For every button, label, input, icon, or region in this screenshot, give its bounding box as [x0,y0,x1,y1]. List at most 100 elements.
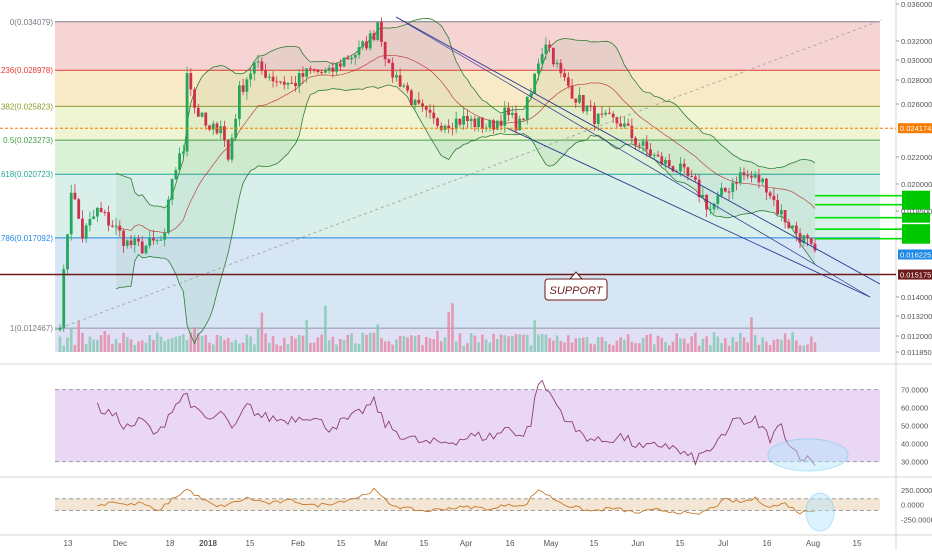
price-axis[interactable]: 0.036000 0.032000 0.030000 0.028000 0.026000… [896,0,932,524]
candle-body [320,71,324,73]
resistance-flag-badge[interactable] [902,233,930,244]
rsi-tick-label: 70.0000 [901,386,928,395]
candle-body [559,62,563,74]
resistance-flag-badge[interactable] [902,212,930,223]
candle-body [701,194,705,197]
candle-body [230,137,234,160]
cci-line [97,487,816,515]
time-tick-label: 2018 [199,539,217,548]
volume-bar [451,303,454,352]
candle-body [155,239,159,241]
candle-body [615,117,619,124]
candle-body [813,243,817,251]
volume-bar [428,338,432,352]
volume-bar [746,342,750,352]
candle-body [746,175,750,177]
volume-bar [507,336,510,352]
downtrend-channel-mid[interactable] [395,16,871,298]
candle-body [357,47,361,55]
candle-body [436,118,439,126]
price-badge[interactable] [898,123,932,134]
annotations[interactable]: SUPPORT [544,271,608,301]
volume-bar [312,342,316,352]
candle-body [656,154,660,157]
volume-bar [540,334,544,352]
volume-bar [578,338,581,352]
volume-bar [103,330,107,352]
rsi-highlight-ellipse[interactable] [767,438,849,472]
candle-body [196,107,200,117]
resistance-flag-badge[interactable] [902,199,930,210]
volume-bar [679,338,682,352]
candle-body [641,141,645,146]
candle-body [421,103,424,107]
candle-body [518,118,522,131]
volume-bar [750,317,753,352]
candle-body [267,76,271,78]
volume-bar [503,335,507,352]
volume-bar [664,341,667,352]
volume-bar [189,332,193,352]
volume-bar [174,336,178,352]
volume-bar [118,343,122,352]
candle-body [708,209,712,211]
candle-body [338,63,342,67]
candle-body [402,85,406,87]
time-tick-label: 15 [420,539,429,548]
time-tick-label: Jul [718,539,728,548]
resistance-flag-badge[interactable] [902,224,930,235]
volume-bar [125,336,129,352]
volume-bar [525,334,529,352]
volume-bar [58,336,62,352]
volume-bar [133,344,137,352]
candle-body [294,82,297,87]
volume-bar [727,345,731,352]
volume-bar [376,324,379,352]
volume-bar [208,342,211,352]
volume-bar [417,334,421,352]
price-tick-label: 0.036000 [901,0,932,9]
volume-bar [623,339,626,352]
candle-body [585,105,589,112]
trend-lines[interactable] [0,16,930,331]
volume-bar [398,335,402,352]
candle-body [731,182,735,192]
candle-body [148,237,152,246]
fib-level-label: 0(0.034079) [10,18,53,27]
volume-bar [454,341,458,352]
fib-band [55,140,880,175]
price-tick-label: 0.020000 [901,180,932,189]
volume-bar [96,340,99,352]
time-tick-label: 15 [246,539,255,548]
volume-bar [395,339,398,352]
candle-body [208,125,211,130]
volume-bar [731,336,735,352]
cci-highlight-ellipse[interactable] [805,492,835,532]
volume-bar [226,338,230,352]
volume-bar [537,334,540,352]
volume-bar [593,344,596,352]
time-axis[interactable]: 13 Dec 18 2018 15 Feb 15 Mar 15 Apr 16 May 15 Jun 15 Ju… [64,539,862,548]
price-badge[interactable] [898,249,932,260]
volume-bar [271,336,275,352]
candle-body [241,85,245,92]
candle-body [137,238,140,242]
volume-bar [473,335,477,352]
volume-bar [234,339,237,352]
resistance-flag-badge[interactable] [902,190,930,201]
volume-bar [589,343,593,352]
volume-bar [638,343,641,352]
time-tick-label: Mar [374,539,388,548]
price-badge[interactable] [898,269,932,280]
candle-body [447,125,451,129]
candle-body [372,33,376,41]
downtrend-channel-upper[interactable] [395,16,881,285]
volume-bar [682,338,686,352]
volume-bar [223,339,226,352]
downtrend-channel-lower[interactable] [506,127,871,298]
volume-bar [671,341,675,352]
volume-bar [735,341,738,352]
fibonacci-retracement[interactable]: 0(0.034079) 0.236(0.028978) 0.382(0.025823… [0,18,880,352]
